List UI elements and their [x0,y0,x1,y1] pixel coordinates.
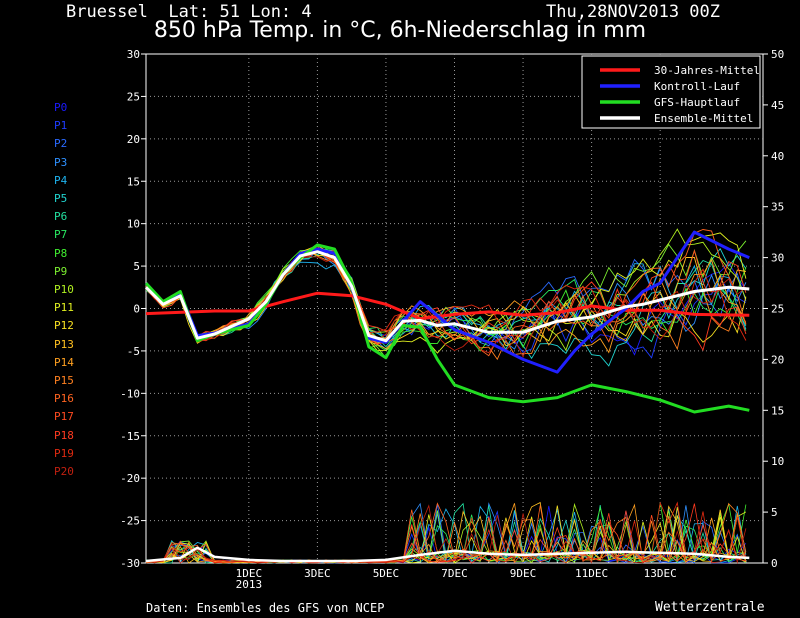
chart-title: 850 hPa Temp. in °C, 6h-Niederschlag in … [153,18,647,43]
member-label-p6: P6 [54,210,68,224]
run-label: Thu,28NOV2013 00Z [546,2,720,22]
y-tick-label-left: 30 [127,48,140,61]
y-tick-label-right: 5 [771,506,778,519]
member-line-p1 [145,248,747,359]
y-tick-label-left: 5 [133,260,140,273]
member-label-p18: P18 [54,428,74,442]
series-line-gfs-hauptlauf [144,243,750,414]
x-tick-sublabel: 2013 [236,578,263,591]
member-label-p5: P5 [54,192,68,205]
y-tick-label-right: 25 [771,303,784,316]
y-tick-label-left: 10 [127,218,140,231]
series-line-niederschlag-ensemble-mittel [145,546,750,563]
y-tick-label-right: 30 [771,252,784,265]
brand-label: Wetterzentrale [655,600,765,615]
member-label-p13: P13 [54,337,74,351]
member-label-p7: P7 [54,228,68,242]
member-label-p3: P3 [54,155,68,169]
y-tick-label-left: -5 [127,345,140,358]
x-tick-label: 7DEC [441,567,468,580]
location-label: Bruessel Lat: 51 Lon: 4 [66,2,312,22]
y-tick-label-left: -20 [120,472,140,485]
member-label-p2: P2 [54,137,68,151]
member-label-p19: P19 [54,446,74,460]
y-tick-label-left: 15 [127,175,140,188]
member-label-p4: P4 [54,173,68,187]
member-label-p10: P10 [54,283,74,296]
y-tick-label-right: 0 [771,557,778,570]
x-tick-label: 11DEC [575,567,608,580]
member-label-p8: P8 [54,246,68,260]
member-label-p15: P15 [54,374,74,387]
x-tick-label: 13DEC [644,567,677,580]
series-line-30-jahres-mittel [145,291,750,321]
data-source: Daten: Ensembles des GFS von NCEP [146,601,385,615]
member-label-p14: P14 [54,355,74,369]
member-label-p12: P12 [54,319,74,333]
y-tick-label-right: 20 [771,353,784,366]
member-precip-p20 [145,504,747,564]
x-tick-label: 3DEC [304,567,331,580]
legend-label: Ensemble-Mittel [654,112,753,125]
y-tick-label-left: -10 [120,387,140,400]
x-tick-label: 1DEC [236,567,263,580]
member-line-p9 [145,240,747,359]
legend-label: GFS-Hauptlauf [654,96,740,109]
y-tick-label-left: 25 [127,90,140,103]
member-label-p9: P9 [54,264,68,278]
legend-label: 30-Jahres-Mittel [654,64,760,77]
member-label-p11: P11 [54,301,74,315]
series-line-ensemble-mittel [144,250,750,343]
member-label-p1: P1 [54,119,68,133]
y-tick-label-right: 15 [771,404,784,417]
y-tick-label-right: 10 [771,455,784,468]
y-tick-label-left: -30 [120,557,140,570]
y-tick-label-left: 0 [133,303,140,316]
x-tick-label: 5DEC [373,567,400,580]
y-tick-label-right: 50 [771,48,784,61]
y-tick-label-right: 45 [771,99,784,112]
member-label-p20: P20 [54,465,74,478]
y-tick-label-left: -25 [120,515,140,528]
y-tick-label-left: -15 [120,430,140,443]
y-tick-label-left: 20 [127,133,140,146]
member-label-p0: P0 [54,101,68,114]
legend-label: Kontroll-Lauf [654,80,740,93]
y-tick-label-right: 35 [771,201,784,214]
x-tick-label: 9DEC [510,567,537,580]
legend-box [581,55,761,129]
member-label-p16: P16 [54,392,74,406]
member-label-p17: P17 [54,410,74,424]
y-tick-label-right: 40 [771,150,784,163]
